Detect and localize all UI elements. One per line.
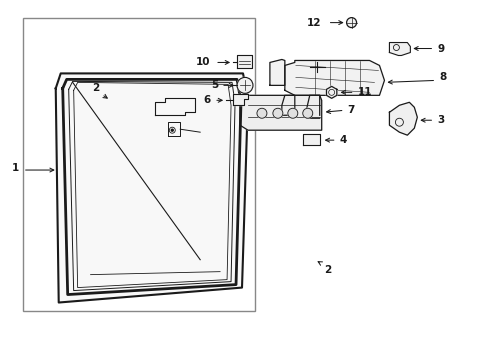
Polygon shape — [306, 95, 319, 118]
Text: 6: 6 — [203, 95, 210, 105]
Circle shape — [237, 77, 252, 93]
Text: 3: 3 — [436, 115, 444, 125]
Polygon shape — [302, 134, 319, 145]
Polygon shape — [240, 95, 321, 130]
Text: 1: 1 — [12, 163, 20, 173]
Polygon shape — [56, 73, 247, 302]
Text: 5: 5 — [210, 80, 218, 90]
Text: 2: 2 — [324, 265, 331, 275]
Polygon shape — [285, 60, 384, 95]
Circle shape — [325, 86, 337, 98]
Text: 8: 8 — [438, 72, 446, 82]
Text: 7: 7 — [347, 105, 354, 115]
Polygon shape — [281, 95, 294, 115]
Circle shape — [272, 108, 282, 118]
Text: 2: 2 — [92, 84, 99, 93]
Text: 9: 9 — [436, 44, 444, 54]
Text: 10: 10 — [195, 58, 210, 67]
Polygon shape — [388, 102, 416, 135]
Polygon shape — [237, 55, 251, 68]
Circle shape — [346, 18, 356, 28]
Polygon shape — [233, 94, 247, 105]
Circle shape — [302, 108, 312, 118]
Text: 12: 12 — [306, 18, 321, 28]
Circle shape — [256, 108, 266, 118]
Bar — [23, 18, 254, 311]
Polygon shape — [269, 59, 285, 85]
Circle shape — [171, 129, 173, 131]
Text: 4: 4 — [339, 135, 346, 145]
Circle shape — [395, 118, 403, 126]
Polygon shape — [388, 42, 409, 55]
Text: 11: 11 — [357, 87, 371, 97]
Circle shape — [287, 108, 297, 118]
